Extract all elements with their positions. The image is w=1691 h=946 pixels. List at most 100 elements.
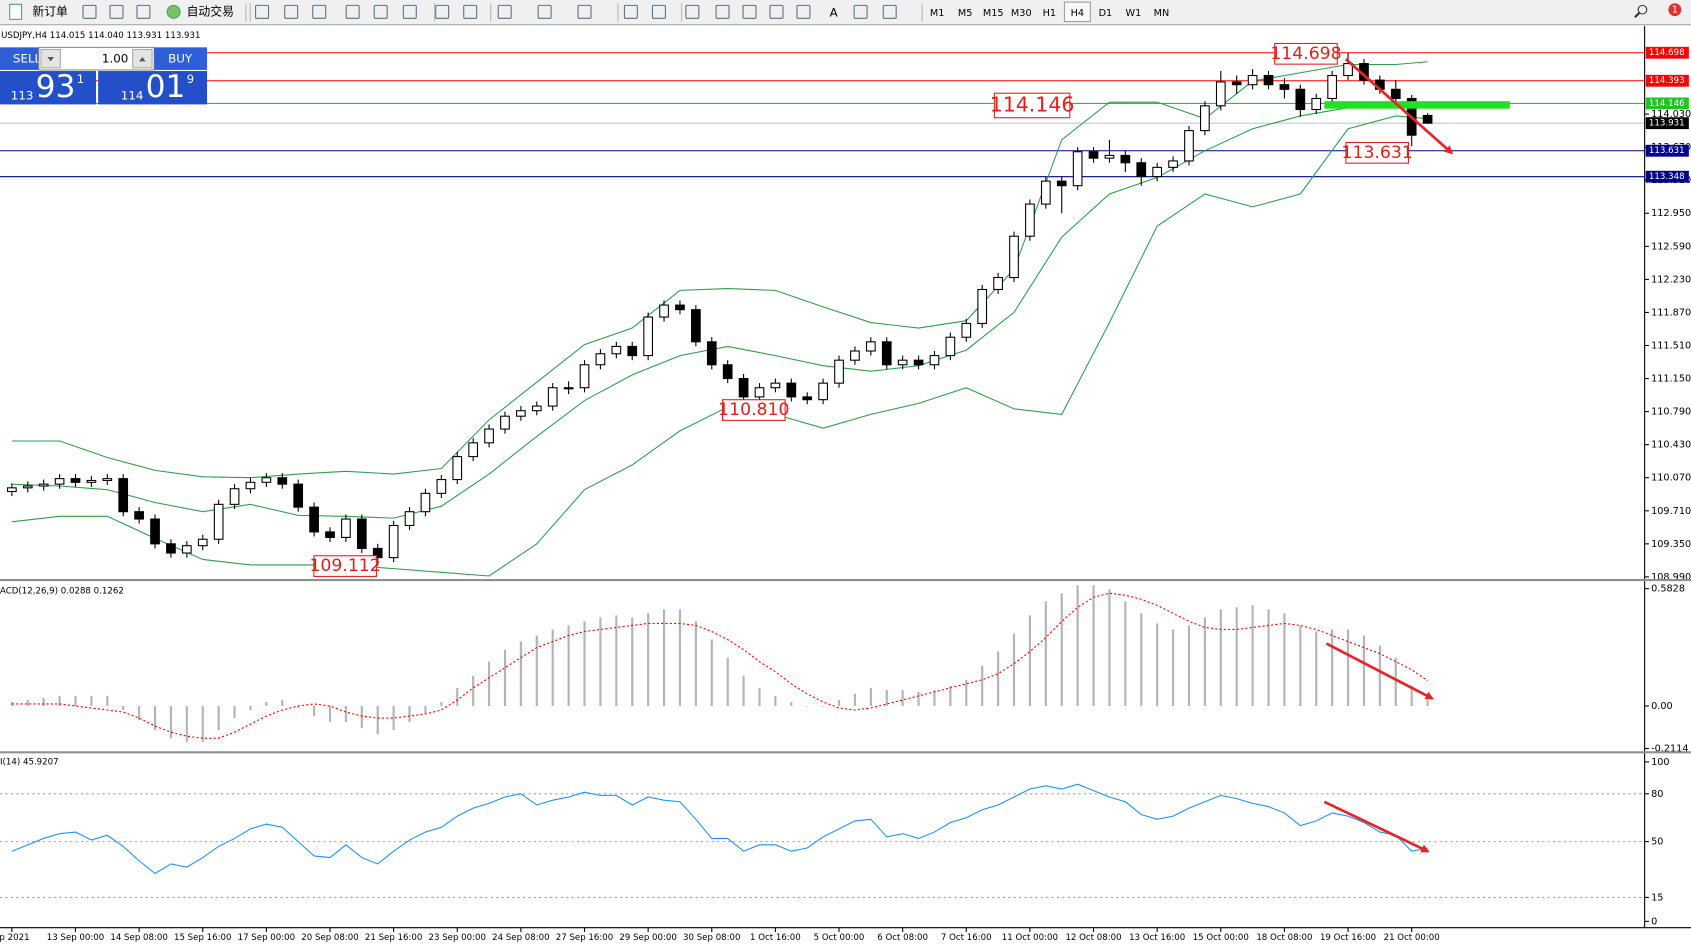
candle-body [738,378,749,398]
level-label: 114.698 [1649,48,1685,58]
time-label: 21 Sep 16:00 [365,933,423,943]
lot-value[interactable]: 1.00 [102,52,128,66]
toolbar-icon[interactable] [651,4,666,19]
y-tick-label: 100 [1651,757,1670,768]
candle-body [754,387,765,398]
timeframe-button[interactable]: M1 [930,8,945,19]
macd-bar [90,695,93,706]
macd-bar [487,661,491,706]
price-annotation-box [993,92,1071,119]
price-annotation-box [313,555,377,577]
text-tool[interactable]: A [830,5,838,19]
macd-bar [837,699,841,706]
candle-body [881,341,892,366]
time-label: 23 Sep 00:00 [428,933,486,943]
candle-body [484,428,494,444]
macd-bar [440,701,443,706]
macd-bar [138,705,141,721]
candle-body [1136,162,1147,178]
toolbar-icon[interactable] [373,4,388,19]
toolbar-icon[interactable] [255,4,270,19]
auto-trading-label[interactable]: 自动交易 [187,4,234,18]
toolbar-icon[interactable] [109,4,124,19]
timeframe-button[interactable]: M30 [1011,8,1032,19]
active-timeframe [1063,1,1091,23]
macd-bar [758,687,761,706]
macd-bar [313,705,316,717]
time-label: 17 Sep 00:00 [238,933,296,943]
candle-body [547,387,558,407]
toolbar-icon[interactable] [537,4,552,19]
notifications[interactable]: 1 [1668,3,1682,17]
toolbar-icon[interactable] [796,4,811,19]
candle-body [293,483,304,508]
buy-label[interactable]: BUY [168,52,193,66]
price-annotation-box [722,399,786,421]
macd-bar [185,705,188,743]
current-price-box [1645,117,1689,130]
candle-body [659,304,669,318]
candle-body [213,503,224,540]
toolbar-icon[interactable] [284,4,299,19]
toolbar-icon[interactable] [82,4,97,19]
sell-button[interactable] [0,47,39,70]
toolbar-icon[interactable] [345,4,360,19]
time-label: 15 Sep 16:00 [174,933,232,943]
rsi-line [11,783,1428,875]
toolbar-icon[interactable] [463,4,478,19]
time-label: 15 Oct 00:00 [1193,933,1249,943]
time-label: 7 Oct 16:00 [941,933,992,943]
timeframe-button[interactable]: H1 [1043,8,1056,19]
y-tick-label: 114.030 [1651,109,1691,120]
toolbar-icon[interactable] [882,4,897,19]
timeframe-button[interactable]: M5 [958,8,973,19]
toolbar-icon[interactable] [623,4,638,19]
candle-body [1184,130,1194,162]
sell-label[interactable]: SELL [13,52,42,66]
new-order-button[interactable]: 新订单 [9,3,68,20]
toolbar-icon[interactable] [312,4,327,19]
ask-box[interactable] [98,71,208,105]
toolbar-icon[interactable] [577,4,592,19]
macd-bar [1331,629,1334,706]
timeframe-button[interactable]: D1 [1099,8,1113,19]
macd-bar [678,609,682,706]
auto-trading-button[interactable]: 自动交易 [166,4,234,19]
time-label: 20 Sep 08:00 [301,933,359,943]
toolbar-icon[interactable] [715,4,730,19]
toolbar-icon[interactable] [435,4,450,19]
macd-bar [1108,589,1111,706]
candle-body [993,277,1003,291]
candle-body [436,479,447,494]
toolbar-icon[interactable] [769,4,784,19]
timeframe-button[interactable]: W1 [1126,8,1142,19]
macd-bar [1362,635,1366,706]
toolbar-icon[interactable] [853,4,868,19]
candle-body [1422,114,1433,124]
macd-bar [1156,623,1159,706]
macd-bar [1171,629,1175,706]
bid-box[interactable] [0,71,96,105]
zone-highlight [1324,101,1510,109]
timeframe-button[interactable]: MN [1154,8,1170,19]
y-tick-label: 50 [1651,837,1663,848]
toolbar-icon[interactable] [742,4,757,19]
timeframe-button[interactable]: H4 [1071,8,1084,19]
search-button[interactable] [1634,4,1648,18]
macd-bar [917,691,920,706]
toolbar-icon[interactable] [685,4,700,19]
candle-body [118,478,129,513]
timeframe-button[interactable]: M15 [983,8,1004,19]
price-annotation: 114.146 [990,92,1075,116]
toolbar-icon[interactable] [402,4,417,19]
level-label-box [1645,170,1689,183]
toolbar-icon[interactable] [136,4,151,19]
buy-button[interactable] [154,47,208,70]
new-order-label[interactable]: 新订单 [32,4,68,18]
candle-body [929,355,940,366]
toolbar-icon[interactable] [497,4,512,19]
macd-bar [106,695,109,706]
macd-bar [58,695,61,706]
level-label-box [1645,46,1689,59]
